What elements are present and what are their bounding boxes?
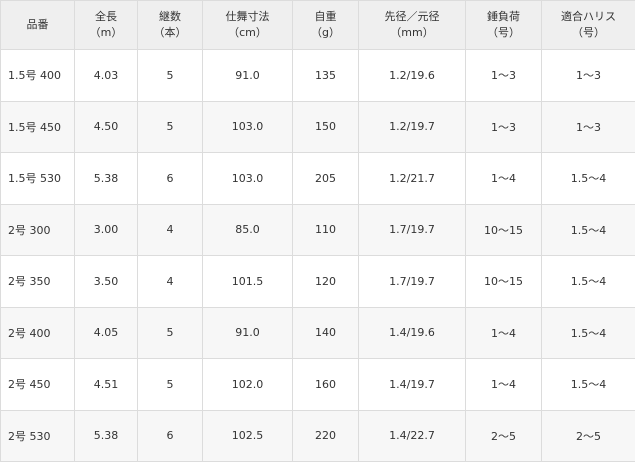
spec-cell: 3.00: [75, 204, 138, 256]
spec-cell: 103.0: [203, 101, 293, 153]
model-cell: 2号 530: [1, 410, 75, 462]
header-text: （本）: [138, 25, 202, 41]
header-text: （号）: [466, 25, 541, 41]
spec-cell: 1.4/19.7: [359, 359, 466, 411]
spec-cell: 6: [138, 153, 203, 205]
spec-cell: 101.5: [203, 256, 293, 308]
header-cell: 品番: [1, 1, 75, 50]
header-cell: 自重（g）: [293, 1, 359, 50]
spec-cell: 1.7/19.7: [359, 204, 466, 256]
spec-cell: 1〜3: [542, 50, 635, 102]
spec-cell: 2〜5: [466, 410, 542, 462]
spec-cell: 10〜15: [466, 204, 542, 256]
model-cell: 1.5号 450: [1, 101, 75, 153]
spec-cell: 1.5〜4: [542, 256, 635, 308]
spec-cell: 1〜4: [466, 307, 542, 359]
header-text: 全長: [75, 9, 137, 25]
spec-cell: 1.2/19.6: [359, 50, 466, 102]
header-text: 錘負荷: [466, 9, 541, 25]
spec-cell: 160: [293, 359, 359, 411]
spec-cell: 1.5〜4: [542, 359, 635, 411]
spec-cell: 110: [293, 204, 359, 256]
spec-cell: 4.51: [75, 359, 138, 411]
spec-cell: 2〜5: [542, 410, 635, 462]
spec-cell: 1〜3: [542, 101, 635, 153]
header-text: （号）: [542, 25, 635, 41]
spec-cell: 4.50: [75, 101, 138, 153]
header-text: （mm）: [359, 25, 465, 41]
spec-cell: 1.5〜4: [542, 204, 635, 256]
header-text: 品番: [1, 17, 74, 33]
header-text: 適合ハリス: [542, 9, 635, 25]
spec-cell: 1.5〜4: [542, 153, 635, 205]
spec-cell: 4: [138, 204, 203, 256]
header-cell: 仕舞寸法（cm）: [203, 1, 293, 50]
spec-cell: 5: [138, 359, 203, 411]
spec-cell: 102.5: [203, 410, 293, 462]
spec-cell: 140: [293, 307, 359, 359]
model-cell: 2号 450: [1, 359, 75, 411]
model-cell: 2号 300: [1, 204, 75, 256]
spec-cell: 205: [293, 153, 359, 205]
header-text: （cm）: [203, 25, 292, 41]
spec-cell: 102.0: [203, 359, 293, 411]
spec-cell: 5: [138, 307, 203, 359]
spec-cell: 4.03: [75, 50, 138, 102]
header-cell: 継数（本）: [138, 1, 203, 50]
spec-cell: 5: [138, 50, 203, 102]
header-cell: 適合ハリス（号）: [542, 1, 635, 50]
header-cell: 全長（m）: [75, 1, 138, 50]
header-cell: 先径／元径（mm）: [359, 1, 466, 50]
spec-cell: 91.0: [203, 50, 293, 102]
spec-cell: 91.0: [203, 307, 293, 359]
spec-cell: 1〜4: [466, 153, 542, 205]
spec-cell: 4.05: [75, 307, 138, 359]
spec-cell: 6: [138, 410, 203, 462]
spec-cell: 103.0: [203, 153, 293, 205]
header-text: 仕舞寸法: [203, 9, 292, 25]
model-cell: 2号 350: [1, 256, 75, 308]
spec-cell: 85.0: [203, 204, 293, 256]
spec-cell: 5: [138, 101, 203, 153]
header-text: （g）: [293, 25, 358, 41]
header-cell: 錘負荷（号）: [466, 1, 542, 50]
model-cell: 1.5号 400: [1, 50, 75, 102]
spec-cell: 1.4/19.6: [359, 307, 466, 359]
spec-cell: 1.7/19.7: [359, 256, 466, 308]
spec-cell: 5.38: [75, 153, 138, 205]
header-text: （m）: [75, 25, 137, 41]
spec-cell: 1〜4: [466, 359, 542, 411]
spec-cell: 1〜3: [466, 50, 542, 102]
spec-cell: 5.38: [75, 410, 138, 462]
spec-cell: 1.2/19.7: [359, 101, 466, 153]
spec-cell: 150: [293, 101, 359, 153]
spec-cell: 10〜15: [466, 256, 542, 308]
header-text: 自重: [293, 9, 358, 25]
spec-cell: 1.2/21.7: [359, 153, 466, 205]
header-text: 先径／元径: [359, 9, 465, 25]
spec-cell: 220: [293, 410, 359, 462]
spec-cell: 1.5〜4: [542, 307, 635, 359]
spec-cell: 1.4/22.7: [359, 410, 466, 462]
spec-cell: 3.50: [75, 256, 138, 308]
spec-cell: 135: [293, 50, 359, 102]
spec-cell: 1〜3: [466, 101, 542, 153]
model-cell: 2号 400: [1, 307, 75, 359]
header-text: 継数: [138, 9, 202, 25]
header-row: 品番全長（m）継数（本）仕舞寸法（cm）自重（g）先径／元径（mm）錘負荷（号）…: [1, 1, 635, 50]
spec-cell: 4: [138, 256, 203, 308]
spec-cell: 120: [293, 256, 359, 308]
model-cell: 1.5号 530: [1, 153, 75, 205]
